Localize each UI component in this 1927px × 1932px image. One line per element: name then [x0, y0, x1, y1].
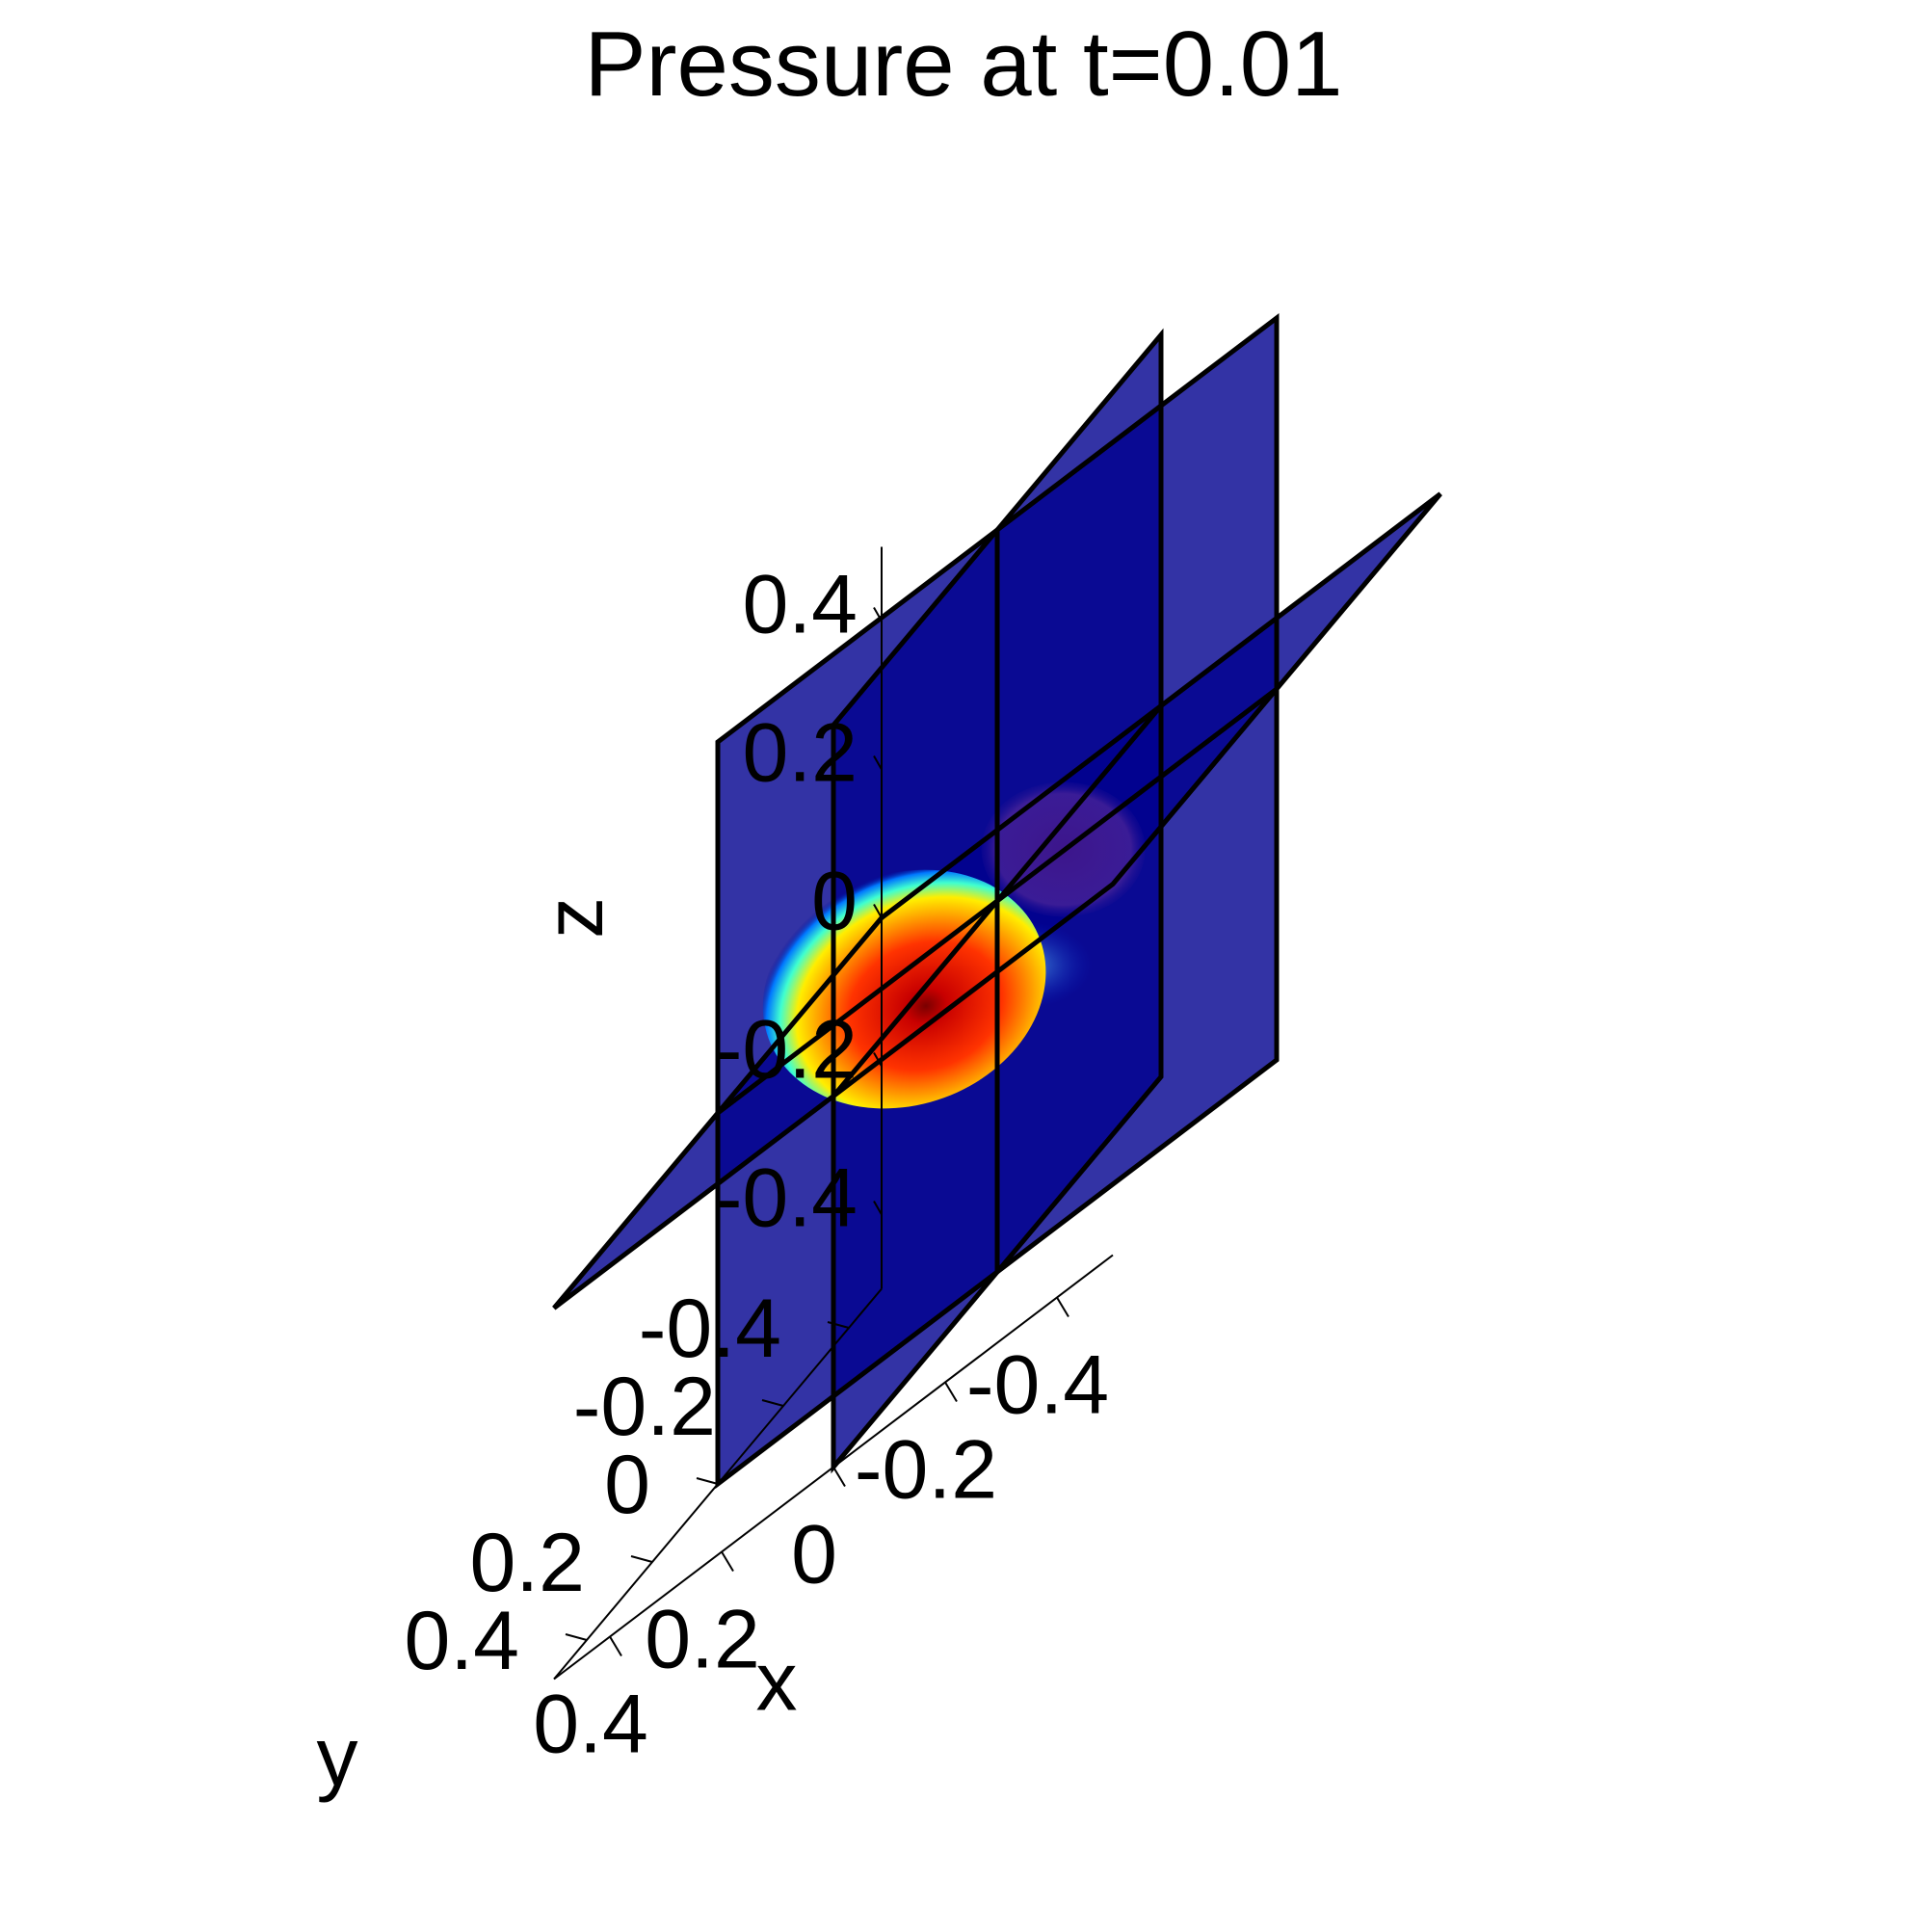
x-tick-label: 0.2 — [645, 1594, 760, 1686]
x-tick — [609, 1635, 622, 1657]
y-tick-label: -0.2 — [573, 1361, 716, 1453]
z-tick — [873, 904, 883, 918]
x-tick-label: 0.4 — [533, 1679, 648, 1771]
y-tick-label: -0.4 — [639, 1283, 781, 1375]
x-tick — [944, 1381, 958, 1403]
x-tick-label: -0.4 — [966, 1339, 1109, 1432]
z-tick — [873, 1052, 883, 1067]
x-tick-label: -0.2 — [855, 1424, 997, 1517]
y-tick — [827, 1321, 850, 1329]
y-tick — [630, 1555, 653, 1563]
x-tick — [721, 1550, 734, 1573]
x-axis-label: x — [756, 1636, 798, 1729]
z-tick-label: -0.2 — [715, 1004, 858, 1097]
slice-edges — [552, 312, 1442, 1490]
x-tick — [1056, 1296, 1069, 1318]
z-axis-label: z — [528, 897, 620, 939]
y-tick — [761, 1399, 784, 1407]
y-tick-label: 0.4 — [404, 1595, 519, 1687]
y-axis-label: y — [317, 1711, 358, 1804]
z-tick — [873, 1201, 883, 1215]
z-tick — [873, 607, 883, 622]
x-tick-label: 0 — [791, 1509, 837, 1601]
z-tick-label: -0.4 — [715, 1152, 858, 1245]
z-tick-label: 0 — [811, 856, 858, 948]
slice-edge-y — [715, 312, 1280, 1490]
y-tick — [696, 1477, 719, 1485]
y-tick-label: 0.2 — [469, 1517, 585, 1609]
slice-edge-z — [552, 491, 1442, 1310]
y-tick — [565, 1633, 588, 1641]
axes: 0.40.20-0.2-0.4-0.4-0.200.20.40.40.20-0.… — [317, 546, 1114, 1804]
z-tick-label: 0.4 — [742, 559, 858, 651]
x-tick — [832, 1466, 846, 1488]
z-tick-label: 0.2 — [742, 707, 858, 800]
chart-title: Pressure at t=0.01 — [584, 13, 1343, 116]
z-tick — [873, 755, 883, 770]
y-tick-label: 0 — [604, 1439, 650, 1531]
slice-edge-x — [831, 328, 1164, 1474]
